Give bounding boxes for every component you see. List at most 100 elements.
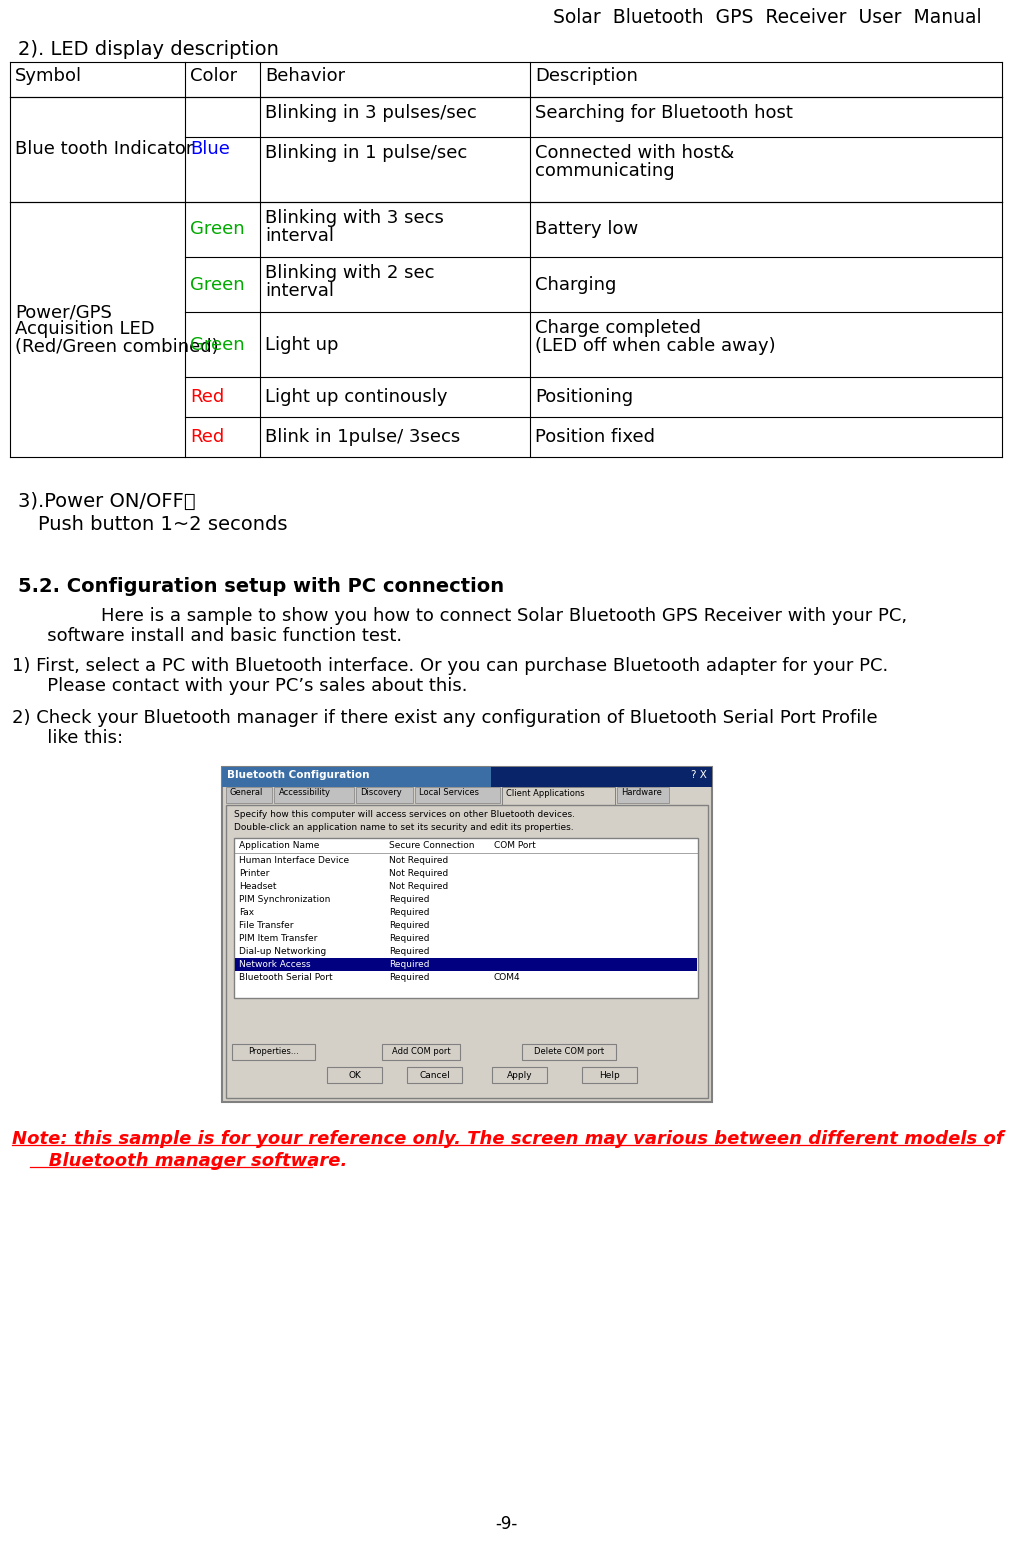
Text: (Red/Green combined): (Red/Green combined) [15,338,218,355]
Bar [491,768,712,786]
Text: Apply: Apply [507,1070,532,1079]
Bar [225,805,708,1098]
Bar [327,1067,381,1083]
Text: Position fixed: Position fixed [535,428,654,447]
Text: Client Applications: Client Applications [506,789,584,799]
Text: Description: Description [535,67,637,85]
Text: Not Required: Not Required [388,883,448,890]
Text: Red: Red [190,388,224,406]
Text: Power/GPS: Power/GPS [15,304,112,321]
Text: Bluetooth manager software.: Bluetooth manager software. [30,1152,347,1169]
Text: Blinking in 1 pulse/sec: Blinking in 1 pulse/sec [265,144,467,161]
Text: 3).Power ON/OFF：: 3).Power ON/OFF： [18,492,195,510]
Text: Positioning: Positioning [535,388,633,406]
Text: Blink in 1pulse/ 3secs: Blink in 1pulse/ 3secs [265,428,460,447]
Text: Required: Required [388,948,429,955]
Text: Blue tooth Indicator: Blue tooth Indicator [15,141,193,158]
Text: (LED off when cable away): (LED off when cable away) [535,337,774,355]
Text: Green: Green [190,276,245,293]
Text: Headset: Headset [239,883,276,890]
Text: communicating: communicating [535,161,674,180]
Text: PIM Synchronization: PIM Synchronization [239,895,330,904]
Bar [617,786,668,803]
Text: General: General [229,788,263,797]
Text: Required: Required [388,921,429,931]
Text: software install and basic function test.: software install and basic function test… [30,627,401,645]
Text: Specify how this computer will access services on other Bluetooth devices.: Specify how this computer will access se… [234,810,574,819]
Bar [522,1044,616,1059]
Bar [356,786,413,803]
Text: Red: Red [190,428,224,447]
Text: ? X: ? X [691,769,707,780]
Text: Searching for Bluetooth host: Searching for Bluetooth host [535,104,792,123]
Text: -9-: -9- [494,1515,517,1532]
Text: Cancel: Cancel [419,1070,450,1079]
Bar [491,1067,547,1083]
Text: Blinking with 3 secs: Blinking with 3 secs [265,209,444,226]
Text: Required: Required [388,934,429,943]
Text: interval: interval [265,226,334,245]
Text: OK: OK [348,1070,361,1079]
Bar [406,1067,462,1083]
Text: Discovery: Discovery [360,788,401,797]
Bar [581,1067,636,1083]
Text: Required: Required [388,960,429,969]
Text: Secure Connection: Secure Connection [388,841,474,850]
Text: Charge completed: Charge completed [535,320,701,337]
Text: Not Required: Not Required [388,869,448,878]
Text: Charging: Charging [535,276,616,293]
Text: Required: Required [388,895,429,904]
Text: COM Port: COM Port [493,841,535,850]
Bar [274,786,354,803]
Text: Required: Required [388,907,429,917]
Text: 5.2. Configuration setup with PC connection: 5.2. Configuration setup with PC connect… [18,577,503,596]
Text: Connected with host&: Connected with host& [535,144,734,161]
Text: COM4: COM4 [493,972,520,982]
Text: Bluetooth Configuration: Bluetooth Configuration [226,769,369,780]
Text: Blinking in 3 pulses/sec: Blinking in 3 pulses/sec [265,104,476,123]
Text: Solar  Bluetooth  GPS  Receiver  User  Manual: Solar Bluetooth GPS Receiver User Manual [552,8,981,26]
Text: Acquisition LED: Acquisition LED [15,321,155,338]
Bar [234,838,698,997]
Text: Double-click an application name to set its security and edit its properties.: Double-click an application name to set … [234,824,573,831]
Text: Blue: Blue [190,141,229,158]
Bar [225,786,272,803]
Text: Required: Required [388,972,429,982]
Text: Fax: Fax [239,907,254,917]
Text: Not Required: Not Required [388,856,448,865]
Text: File Transfer: File Transfer [239,921,293,931]
Bar [416,786,500,803]
Text: Help: Help [599,1070,620,1079]
Text: Printer: Printer [239,869,269,878]
Bar [221,768,491,786]
Text: Please contact with your PC’s sales about this.: Please contact with your PC’s sales abou… [30,676,467,695]
Text: interval: interval [265,282,334,299]
Text: Delete COM port: Delete COM port [534,1047,604,1056]
Text: Properties...: Properties... [248,1047,299,1056]
Text: Network Access: Network Access [239,960,310,969]
Text: Dial-up Networking: Dial-up Networking [239,948,326,955]
Text: Symbol: Symbol [15,67,82,85]
Text: Light up continously: Light up continously [265,388,447,406]
Text: Light up: Light up [265,335,338,354]
Bar [221,768,712,1103]
Bar [235,959,697,971]
Bar [381,1044,460,1059]
Text: Green: Green [190,335,245,354]
Text: Battery low: Battery low [535,220,638,239]
Text: Green: Green [190,220,245,239]
Text: Add COM port: Add COM port [391,1047,450,1056]
Text: like this:: like this: [30,729,123,748]
Text: Here is a sample to show you how to connect Solar Bluetooth GPS Receiver with yo: Here is a sample to show you how to conn… [55,606,906,625]
Text: 2). LED display description: 2). LED display description [18,40,279,59]
Text: Accessibility: Accessibility [278,788,331,797]
Text: Human Interface Device: Human Interface Device [239,856,349,865]
Text: Push button 1~2 seconds: Push button 1~2 seconds [38,515,287,534]
Text: PIM Item Transfer: PIM Item Transfer [239,934,317,943]
Text: Note: this sample is for your reference only. The screen may various between dif: Note: this sample is for your reference … [12,1131,1003,1148]
Text: 2) Check your Bluetooth manager if there exist any configuration of Bluetooth Se: 2) Check your Bluetooth manager if there… [12,709,877,727]
Text: Blinking with 2 sec: Blinking with 2 sec [265,264,434,282]
Text: Behavior: Behavior [265,67,345,85]
Bar [502,786,615,805]
Text: Hardware: Hardware [621,788,661,797]
